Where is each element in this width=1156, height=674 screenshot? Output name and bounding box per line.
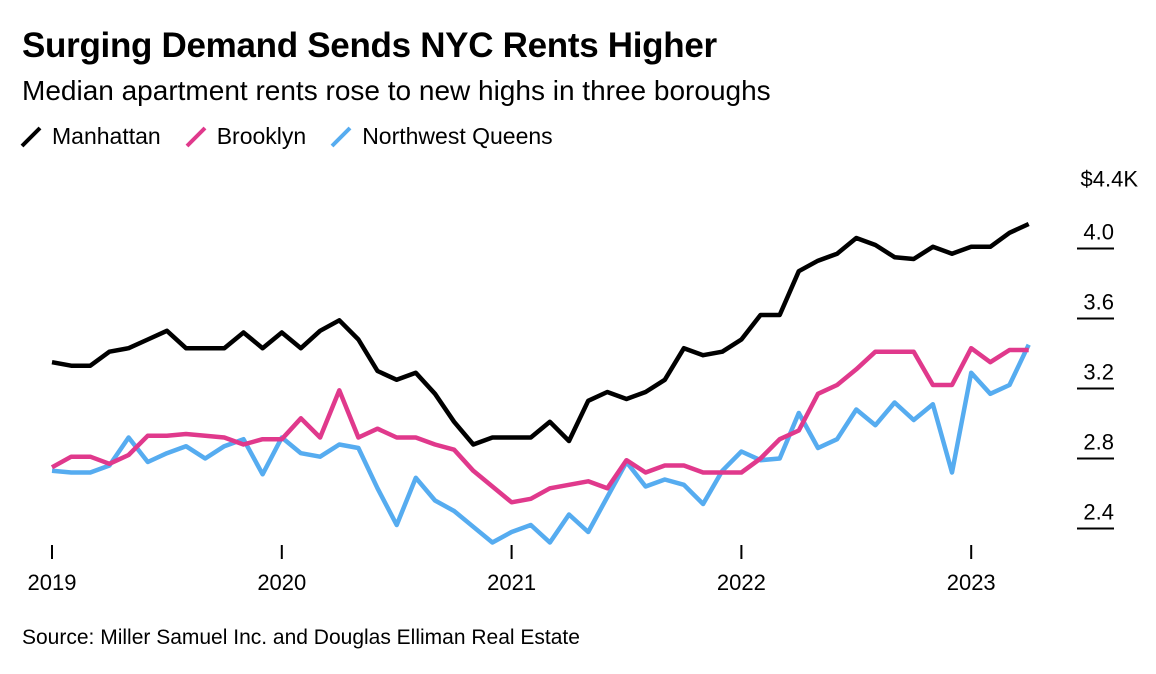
x-tick-label: 2021	[487, 570, 536, 595]
source-note: Source: Miller Samuel Inc. and Douglas E…	[22, 626, 580, 649]
x-tick-label: 2023	[947, 570, 996, 595]
series-line-northwest-queens	[51, 343, 1031, 545]
legend-item-brooklyn: Brooklyn	[185, 123, 306, 150]
y-tick-label: 2.8	[1083, 430, 1114, 455]
x-tick-label: 2020	[257, 570, 306, 595]
legend-swatch-brooklyn	[185, 126, 207, 147]
y-tick-label: 2.4	[1083, 500, 1114, 525]
y-tick-label: $4.4K	[1081, 167, 1139, 192]
chart-subtitle: Median apartment rents rose to new highs…	[22, 75, 771, 106]
y-tick-label: 4.0	[1083, 220, 1114, 245]
legend-label-brooklyn: Brooklyn	[216, 123, 307, 149]
legend-swatch-northwest-queens	[330, 126, 352, 147]
x-axis: 2019 2020 2021 2022 2023	[28, 545, 996, 595]
chart-title: Surging Demand Sends NYC Rents Higher	[22, 26, 717, 65]
x-tick-label: 2022	[717, 570, 766, 595]
legend-label-manhattan: Manhattan	[52, 123, 161, 149]
series-line-manhattan	[51, 221, 1030, 447]
y-axis: 2.4 2.8 3.2 3.6 4.0 $4.4K	[1077, 167, 1139, 530]
x-tick-label: 2019	[28, 570, 77, 595]
series-lines	[50, 221, 1031, 545]
legend: Manhattan Brooklyn Northwest Queens	[20, 123, 577, 150]
legend-item-manhattan: Manhattan	[20, 123, 161, 150]
series-line-brooklyn	[50, 345, 1029, 505]
legend-label-northwest-queens: Northwest Queens	[362, 123, 553, 149]
legend-swatch-manhattan	[20, 126, 42, 147]
legend-item-northwest-queens: Northwest Queens	[330, 123, 553, 150]
y-tick-label: 3.2	[1083, 360, 1114, 385]
y-tick-label: 3.6	[1083, 290, 1114, 315]
